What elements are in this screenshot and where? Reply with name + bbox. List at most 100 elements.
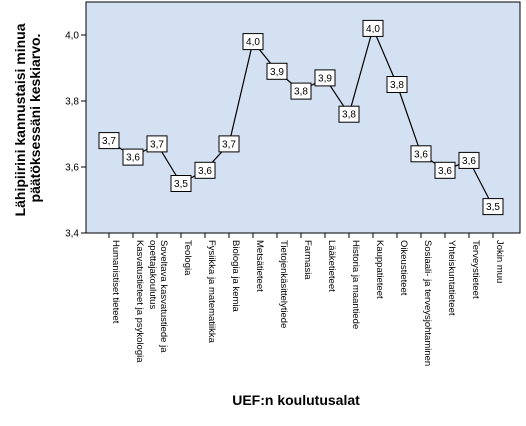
data-label-box	[386, 76, 408, 93]
data-point: 3,8	[290, 82, 312, 100]
x-tick-label: Farmasia	[302, 240, 313, 280]
data-label-box	[434, 161, 456, 179]
data-point: 3,8	[386, 76, 408, 93]
data-point: 3,6	[122, 148, 144, 166]
data-points: 3,7 3,6 3,7 3,5 3,6 3,7 4,0 3,9 3,8 3,9 3,8 4,0 3,8 3…	[98, 19, 504, 216]
data-label-box	[146, 135, 168, 153]
data-label-box	[314, 69, 336, 87]
data-label-box	[338, 105, 360, 123]
x-tick-label-line: Kasvatustieteet ja psykologia	[134, 240, 145, 363]
x-tick-label-line: Biologia ja kemia	[230, 240, 241, 313]
data-label: 3,5	[174, 179, 188, 190]
data-point: 3,9	[314, 69, 336, 87]
y-axis-title-line-2: päätöksessäni keskiarvo.	[27, 34, 43, 203]
data-label-box	[98, 132, 120, 150]
x-tick-label: Soveltava kasvatustiede jaopettajakoulut…	[147, 240, 169, 353]
data-point: 3,6	[194, 161, 216, 179]
x-tick-label: Biologia ja kemia	[230, 240, 241, 313]
x-tick-label-line: Teologia	[182, 240, 193, 276]
x-tick-label-line: opettajakoulutus	[147, 240, 158, 309]
x-tick-label-line: Kauppatieteet	[374, 240, 385, 299]
data-point: 3,5	[170, 175, 192, 192]
data-point: 3,7	[146, 135, 168, 153]
x-tick-label-line: Yhteiskuntatieteet	[446, 240, 457, 316]
x-tick-label-line: Jokin muu	[494, 240, 505, 283]
x-tick-label-line: Fysiikka ja matematiikka	[206, 240, 217, 344]
x-tick-label: Humanistiset tieteet	[110, 240, 121, 324]
x-tick-label: Teologia	[182, 240, 193, 276]
data-label: 3,6	[462, 156, 476, 167]
data-point: 3,6	[458, 151, 480, 169]
data-label-box	[362, 19, 384, 37]
data-label: 3,8	[390, 80, 404, 91]
x-tick-label: Historia ja maantiede	[350, 240, 361, 329]
plot-area	[85, 1, 521, 234]
x-axis-title: UEF:n koulutusalat	[232, 392, 360, 408]
data-label: 3,6	[126, 153, 140, 164]
x-tick-label-line: Humanistiset tieteet	[110, 240, 121, 324]
x-tick-label-line: Historia ja maantiede	[350, 240, 361, 329]
x-tick-label-line: Oikeustieteet	[398, 240, 409, 296]
data-label: 3,8	[342, 110, 356, 121]
data-label: 3,6	[438, 166, 452, 177]
x-tick-label-line: Sosiaali- ja terveysjohtaminen	[422, 240, 433, 366]
x-tick-label: Metsätieteet	[254, 240, 265, 292]
x-tick-label: Terveystieteet	[470, 240, 481, 299]
data-point: 3,6	[410, 145, 432, 163]
data-label: 3,5	[486, 202, 500, 213]
x-tick-label-line: Tietojenkäsittelytiede	[278, 240, 289, 328]
x-tick-label-line: Metsätieteet	[254, 240, 265, 292]
y-axis-title-line-1: Lähipiirini kannustaisi minua	[12, 23, 28, 216]
data-label-box	[194, 161, 216, 179]
x-tick-label-line: Lääketieteet	[326, 240, 337, 292]
y-axis-title: Lähipiirini kannustaisi minua päätöksess…	[12, 20, 43, 217]
x-tick-label: Jokin muu	[494, 240, 505, 283]
data-label: 3,9	[270, 67, 284, 78]
x-tick-label: Yhteiskuntatieteet	[446, 240, 457, 316]
data-label-box	[218, 135, 240, 153]
y-tick-label: 3,6	[65, 163, 79, 174]
data-label-box	[290, 82, 312, 100]
y-tick-label: 3,8	[65, 97, 79, 108]
data-point: 4,0	[362, 19, 384, 37]
x-tick-label: Tietojenkäsittelytiede	[278, 240, 289, 328]
data-point: 3,9	[266, 62, 288, 80]
data-label-box	[482, 198, 504, 216]
data-point: 3,6	[434, 161, 456, 179]
x-tick-label: Oikeustieteet	[398, 240, 409, 296]
data-point: 3,7	[218, 135, 240, 153]
x-tick-label-line: Farmasia	[302, 240, 313, 280]
y-tick-label: 3,4	[65, 229, 79, 240]
x-tick-label: Lääketieteet	[326, 240, 337, 292]
data-label-box	[266, 62, 288, 80]
data-point: 3,7	[98, 132, 120, 150]
data-point: 4,0	[242, 33, 264, 51]
x-tick-label: Kasvatustieteet ja psykologia	[134, 240, 145, 363]
data-label: 3,6	[198, 166, 212, 177]
data-point: 3,8	[338, 105, 360, 123]
data-label: 3,8	[294, 87, 308, 98]
x-tick-label: Sosiaali- ja terveysjohtaminen	[422, 240, 433, 366]
data-label: 3,9	[318, 73, 332, 84]
data-label: 3,7	[102, 136, 116, 147]
data-point: 3,5	[482, 198, 504, 216]
data-label: 3,7	[150, 139, 164, 150]
x-tick-label: Kauppatieteet	[374, 240, 385, 299]
data-label-box	[242, 33, 264, 51]
data-label: 3,6	[414, 149, 428, 160]
x-tick-label-line: Soveltava kasvatustiede ja	[158, 240, 169, 353]
data-label-box	[458, 151, 480, 169]
data-label: 3,7	[222, 139, 236, 150]
data-label: 4,0	[246, 37, 260, 48]
data-label-box	[410, 145, 432, 163]
data-label-box	[122, 148, 144, 166]
x-tick-label: Fysiikka ja matematiikka	[206, 240, 217, 344]
y-tick-label: 4,0	[65, 31, 79, 42]
data-label: 4,0	[366, 24, 380, 35]
y-axis: 3,4 3,6 3,8 4,0	[65, 31, 86, 240]
data-label-box	[170, 175, 192, 192]
x-axis: Humanistiset tieteet Kasvatustieteet ja p…	[108, 233, 505, 366]
x-tick-label-line: Terveystieteet	[470, 240, 481, 299]
